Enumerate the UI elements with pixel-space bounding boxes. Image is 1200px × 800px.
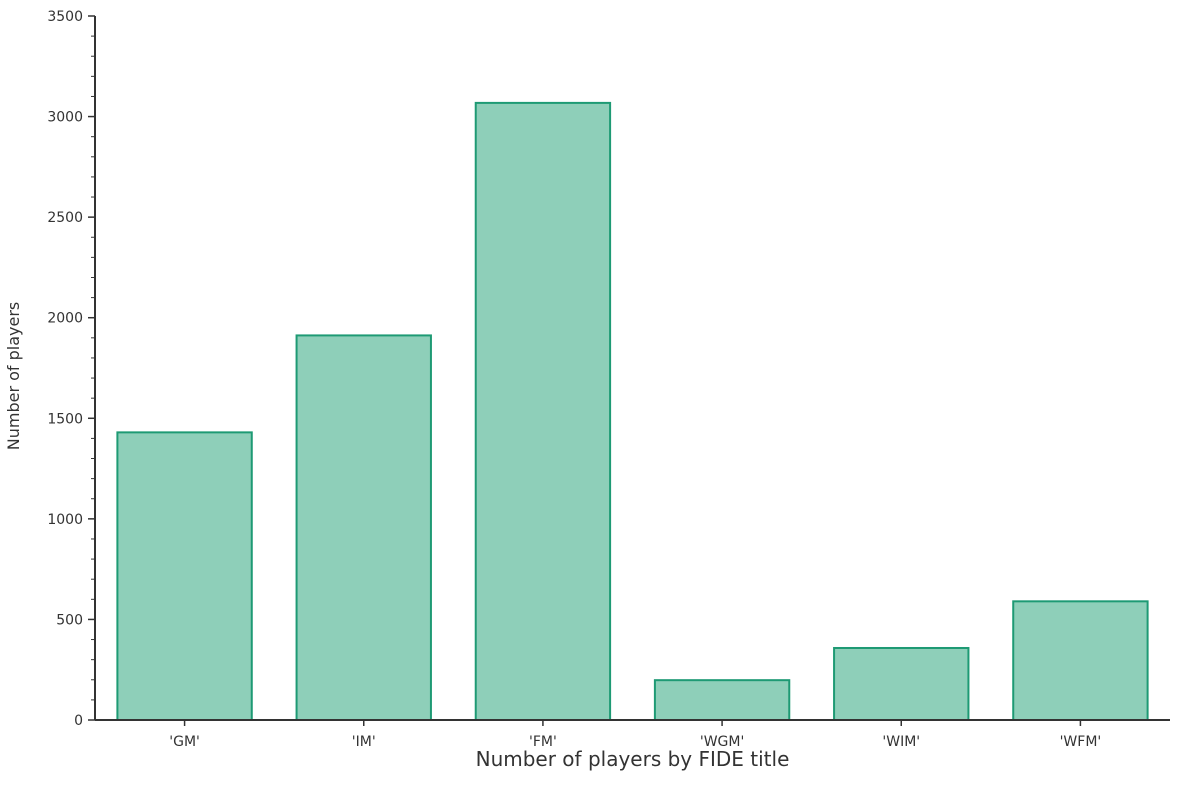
- y-tick-label: 3500: [47, 9, 83, 25]
- x-tick-label: 'GM': [169, 734, 200, 750]
- y-axis-title: Number of players: [4, 302, 23, 451]
- bar-5: [1012, 600, 1149, 722]
- y-tick-label: 2500: [47, 210, 83, 226]
- y-tick-label: 3000: [47, 110, 83, 126]
- y-tick-label: 1000: [47, 512, 83, 528]
- y-tick-label: 1500: [47, 411, 83, 427]
- y-axis: 0 500 1000 1500 2000 2500 3000 3500: [47, 9, 96, 729]
- x-axis-title: Number of players by FIDE title: [476, 747, 790, 771]
- x-tick-label: 'WGM': [700, 734, 744, 750]
- x-tick-label: 'IM': [352, 734, 376, 750]
- y-tick-label: 500: [56, 612, 83, 628]
- bars-group: [116, 101, 1149, 722]
- x-axis: 'GM' 'IM' 'FM' 'WGM' 'WIM' 'WFM': [95, 719, 1170, 750]
- bar-2: [474, 101, 612, 721]
- x-tick-label: 'WFM': [1060, 734, 1102, 750]
- y-tick-label: 0: [74, 713, 83, 729]
- bar-0: [116, 431, 253, 721]
- bar-4: [833, 646, 970, 721]
- bar-1: [295, 334, 432, 721]
- x-tick-label: 'WIM': [882, 734, 920, 750]
- x-tick-label: 'FM': [529, 734, 557, 750]
- bar-3: [653, 679, 791, 721]
- y-tick-label: 2000: [47, 311, 83, 327]
